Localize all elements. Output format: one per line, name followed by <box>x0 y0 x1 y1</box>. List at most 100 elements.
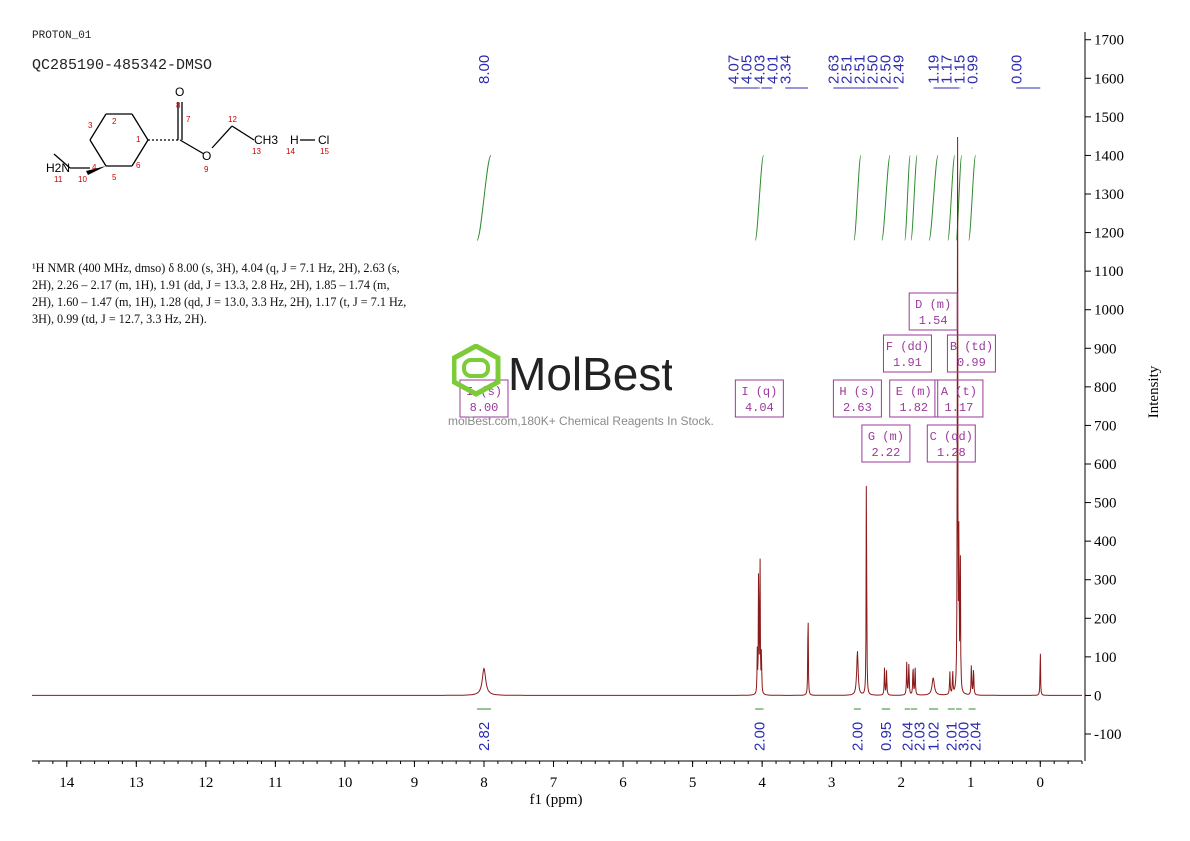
peak-label: 1.19 <box>926 55 943 84</box>
sample-id: QC285190-485342-DMSO <box>32 57 213 74</box>
multiplet-box <box>946 334 996 373</box>
peak-label: 4.05 <box>738 55 755 84</box>
peak-label: 1.17 <box>939 55 956 84</box>
multiplet-box <box>926 424 976 463</box>
atom-num-10: 10 <box>78 175 87 184</box>
ester-bond <box>179 139 205 155</box>
atom-o9: O <box>202 149 211 163</box>
peak-label: 4.01 <box>764 55 781 84</box>
y-tick-label: 1500 <box>1094 110 1124 126</box>
atom-num-12: 12 <box>228 115 237 124</box>
y-tick-label: 100 <box>1094 650 1117 666</box>
brand-name: MolBest <box>508 348 672 400</box>
x-tick-label: 4 <box>758 775 766 791</box>
x-tick-label: 11 <box>268 775 282 791</box>
integral-value: 2.04 <box>899 722 916 751</box>
x-tick-label: 12 <box>198 775 213 791</box>
atom-h: H <box>290 133 299 147</box>
peak-label: 2.50 <box>877 55 894 84</box>
atom-num-2: 2 <box>112 117 117 126</box>
atom-num-8: 8 <box>176 101 181 110</box>
molbest-logo: MolBest <box>452 344 672 400</box>
atom-num-4: 4 <box>92 163 97 172</box>
y-tick-label: 1100 <box>1094 264 1123 280</box>
integral-curve <box>968 154 977 241</box>
integral-value: 1.02 <box>926 722 943 751</box>
y-tick-label: 700 <box>1094 418 1117 434</box>
multiplet-label: B (td) <box>950 340 993 354</box>
peak-label: 0.99 <box>965 55 982 84</box>
atom-num-3: 3 <box>88 121 93 130</box>
y-tick-label: 400 <box>1094 534 1117 550</box>
peak-labels: 8.00 4.074.054.034.013.34 2.632.512.512.50… <box>476 55 1041 89</box>
y-tick-label: 500 <box>1094 496 1117 512</box>
axes: 14 13 12 11 10 9 8 7 6 5 4 3 2 1 0-1000100200300400500… <box>32 32 1124 791</box>
ring-bond <box>89 113 107 141</box>
atom-num-1: 1 <box>136 135 141 144</box>
nmr-description: ¹H NMR (400 MHz, dmso) δ 8.00 (s, 3H), 4… <box>32 261 407 326</box>
multiplet-box <box>832 379 882 418</box>
multiplet-box <box>934 379 984 418</box>
y-tick-label: 1200 <box>1094 226 1124 242</box>
y-tick-label: 1300 <box>1094 187 1124 203</box>
multiplet-shift: 1.54 <box>919 314 948 328</box>
integral-value: 2.04 <box>967 722 984 751</box>
integral-curve <box>928 154 939 241</box>
x-tick-label: 1 <box>967 775 975 791</box>
atom-num-5: 5 <box>112 173 117 182</box>
integral-curve <box>947 154 956 241</box>
ring-bond <box>89 139 107 167</box>
x-axis-label: f1 (ppm) <box>530 792 583 808</box>
peak-label: 3.34 <box>777 55 794 84</box>
multiplet-label: I (q) <box>741 385 777 399</box>
peak-label: 4.03 <box>751 55 768 84</box>
integral-value: 0.95 <box>878 722 895 751</box>
x-tick-label: 2 <box>897 775 905 791</box>
x-tick-label: 10 <box>337 775 352 791</box>
y-tick-label: 1400 <box>1094 148 1124 164</box>
multiplet-box <box>889 379 939 418</box>
multiplet-shift: 8.00 <box>470 401 499 415</box>
atom-num-14: 14 <box>286 147 295 156</box>
peak-label: 1.15 <box>952 55 969 84</box>
peak-label: 2.49 <box>890 55 907 84</box>
integral-value: 3.00 <box>955 722 972 751</box>
atom-num-6: 6 <box>136 161 141 170</box>
x-tick-label: 13 <box>129 775 144 791</box>
x-tick-label: 3 <box>828 775 836 791</box>
y-tick-label: 1700 <box>1094 33 1124 49</box>
x-tick-label: 6 <box>619 775 627 791</box>
peak-label: 8.00 <box>476 55 493 84</box>
x-tick-label: 9 <box>411 775 419 791</box>
integral-curve <box>853 154 862 241</box>
y-tick-label: 200 <box>1094 611 1117 627</box>
y-axis-label: Intensity <box>1146 365 1162 418</box>
atom-num-13: 13 <box>252 147 261 156</box>
peak-label: 2.50 <box>864 55 881 84</box>
experiment-name: PROTON_01 <box>32 30 92 42</box>
amine-bond <box>53 153 71 169</box>
x-tick-label: 7 <box>550 775 558 791</box>
y-tick-label: 900 <box>1094 341 1117 357</box>
chemical-structure: O 8 7 1 2 3 4 5 6 O 9 12 CH3 13 H 14 Cl … <box>46 85 329 184</box>
integral-curve <box>904 154 911 241</box>
multiplet-shift: 2.22 <box>872 446 901 460</box>
multiplet-shift: 2.63 <box>843 401 872 415</box>
atom-num-11: 11 <box>54 175 63 184</box>
integral-value: 2.03 <box>911 722 928 751</box>
peak-label: 2.51 <box>838 55 855 84</box>
x-tick-label: 14 <box>59 775 75 791</box>
wedge-bond <box>86 166 106 175</box>
integral-labels: 2.82 2.00 2.00 0.95 2.042.031.02 2.013.002.04 <box>476 708 984 751</box>
multiplet-shift: 1.17 <box>945 401 974 415</box>
multiplet-shift: 4.04 <box>745 401 774 415</box>
multiplet-shift: 1.28 <box>937 446 966 460</box>
ethyl-bond <box>211 125 233 149</box>
x-tick-label: 8 <box>480 775 488 791</box>
y-tick-label: -100 <box>1094 727 1122 743</box>
x-tick-label: 0 <box>1037 775 1045 791</box>
ring-bond <box>131 139 149 167</box>
multiplet-shift: 1.91 <box>893 356 922 370</box>
ethyl-bond <box>231 125 255 141</box>
